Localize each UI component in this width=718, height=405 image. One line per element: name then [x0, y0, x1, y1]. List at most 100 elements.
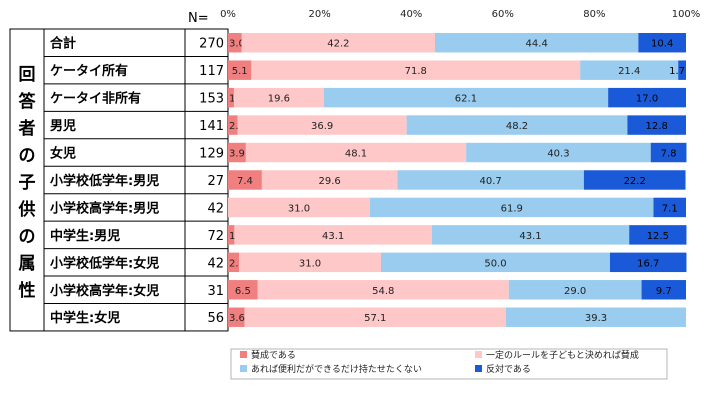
bar-segment — [369, 197, 654, 218]
bar-segment — [228, 115, 238, 135]
data-label: 29.6 — [319, 176, 341, 187]
n-value: 117 — [199, 64, 224, 79]
data-label: 21.4 — [618, 66, 640, 77]
bar-segment — [638, 33, 686, 53]
data-label: 39.3 — [585, 313, 607, 324]
n-value: 42 — [207, 256, 224, 271]
category-label: 合計 — [50, 36, 76, 52]
bar-segment — [228, 197, 370, 218]
group-label-char: の — [19, 146, 36, 166]
bar-segment — [228, 142, 246, 163]
n-value: 141 — [199, 119, 224, 134]
n-value: 72 — [207, 229, 224, 244]
category-label: 小学校高学年:男児 — [50, 200, 159, 216]
legend-swatch — [240, 351, 247, 358]
n-value: 270 — [199, 37, 224, 52]
data-label: 1.7 — [669, 66, 685, 77]
n-value: 31 — [207, 284, 224, 299]
bar-segment — [228, 87, 234, 108]
data-label: 12.8 — [646, 121, 668, 132]
bar-segment — [237, 115, 407, 135]
data-label: 50.0 — [484, 258, 506, 269]
bar-segment — [228, 170, 262, 190]
data-label: 2.1 — [229, 121, 245, 132]
n-value: 27 — [207, 174, 224, 189]
data-label: 3.0 — [229, 39, 245, 50]
category-label: 小学校高学年:女児 — [50, 283, 159, 299]
bar-segment — [380, 252, 610, 273]
bar-segment — [629, 225, 687, 245]
group-label-char: 属 — [19, 254, 36, 274]
data-label: 7.1 — [662, 203, 678, 214]
bar-segment — [234, 225, 432, 245]
bar-segment — [609, 252, 687, 273]
category-label: 女児 — [50, 146, 76, 162]
bar-segment — [238, 252, 381, 273]
bar-segment — [431, 225, 630, 245]
n-value: 42 — [207, 201, 224, 216]
group-label-char: 供 — [18, 199, 36, 220]
bar-segment — [228, 60, 252, 80]
bar-segment — [323, 87, 609, 108]
data-label: 40.7 — [480, 176, 502, 187]
group-label-char: の — [19, 227, 36, 247]
bar-segment — [506, 307, 686, 327]
bar-segment — [228, 225, 235, 245]
legend-label: 賛成である — [251, 349, 296, 361]
bar-segment — [583, 170, 686, 190]
category-label: 男児 — [50, 119, 76, 134]
bar-segment — [406, 115, 628, 135]
bar-segment — [508, 280, 642, 300]
x-tick-label: 100% — [672, 9, 701, 20]
bar-segment — [244, 307, 507, 327]
data-label: 17.0 — [636, 94, 658, 105]
n-value: 129 — [199, 147, 224, 162]
bar-segment — [228, 280, 258, 300]
bar-segment — [228, 33, 242, 53]
data-label: 40.3 — [547, 149, 569, 160]
legend-swatch — [240, 365, 247, 372]
legend-frame — [230, 348, 668, 380]
category-label: 中学生:女児 — [50, 310, 120, 326]
group-label-char: 答 — [19, 91, 37, 112]
n-value: 56 — [207, 311, 224, 326]
bar-segment — [580, 60, 679, 80]
data-label: 3.6 — [229, 313, 245, 324]
data-label: 3.9 — [229, 149, 245, 160]
bar-segment — [228, 307, 245, 327]
n-header: N= — [188, 11, 209, 26]
data-label: 9.7 — [656, 286, 672, 297]
data-label: 42.2 — [327, 39, 349, 50]
x-tick-label: 0% — [220, 9, 236, 20]
category-label: 中学生:男児 — [50, 228, 120, 244]
x-tick-label: 20% — [308, 9, 330, 20]
bar-segment — [641, 280, 686, 300]
data-label: 12.5 — [647, 231, 669, 242]
bar-segment — [245, 142, 467, 163]
n-value: 153 — [199, 92, 224, 107]
data-label: 5.1 — [232, 66, 248, 77]
bar-segment — [397, 170, 584, 190]
legend-label: あれば便利だができるだけ持たせたくない — [251, 363, 422, 375]
group-label-char: 性 — [19, 280, 36, 301]
bar-segment — [653, 197, 686, 218]
bar-segment — [466, 142, 651, 163]
group-label-char: 者 — [18, 118, 36, 139]
group-label-char: 子 — [19, 173, 36, 193]
legend-swatch — [475, 365, 482, 372]
bar-segment — [650, 142, 687, 163]
category-label: ケータイ非所有 — [50, 91, 141, 107]
bar-segment — [678, 60, 686, 80]
data-label: 7.4 — [237, 176, 253, 187]
legend-label: 反対である — [486, 363, 531, 375]
legend-label: 一定のルールを子どもと決めれば賛成 — [486, 349, 639, 361]
data-label: 36.9 — [311, 121, 333, 132]
data-label: 31.0 — [299, 258, 321, 269]
data-label: 29.0 — [564, 286, 586, 297]
x-tick-label: 40% — [400, 9, 422, 20]
data-label: 57.1 — [364, 313, 386, 324]
data-label: 43.1 — [519, 231, 541, 242]
bar-segment — [257, 280, 509, 300]
